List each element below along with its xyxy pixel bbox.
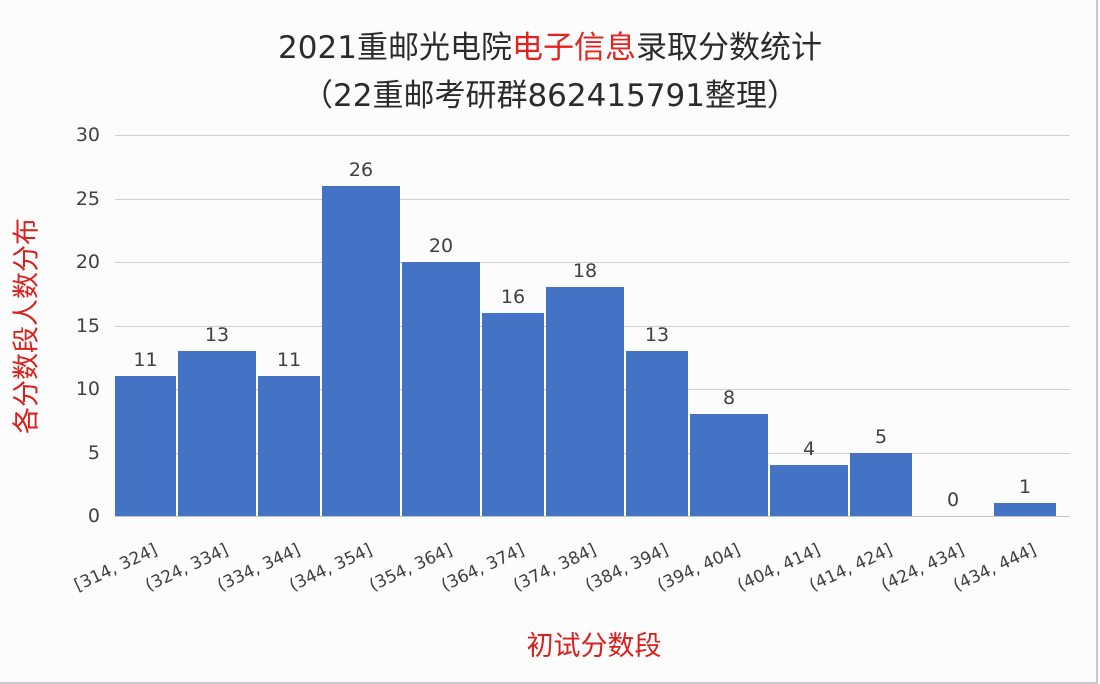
bar (402, 262, 480, 516)
bar-value-label: 26 (348, 158, 374, 181)
bar (258, 376, 320, 516)
y-tick-label: 10 (75, 378, 100, 400)
y-tick-label: 30 (75, 124, 100, 146)
bar-value-label: 20 (428, 235, 454, 257)
bar (178, 350, 256, 516)
chart-subtitle: （22重邮考研群862415791整理） (302, 78, 798, 114)
title-part-3: 录取分数统计 (635, 30, 822, 66)
bar (690, 414, 768, 516)
bar (770, 465, 848, 516)
title-highlight: 电子信息 (511, 30, 636, 66)
gridline (115, 199, 1070, 200)
chart-title: 2021重邮光电院电子信息录取分数统计 (0, 22, 1100, 67)
bar (850, 452, 912, 516)
bar (546, 287, 624, 516)
bar-value-label: 16 (500, 285, 526, 308)
title-part-1: 2021重邮光电院 (278, 30, 512, 66)
bar-value-label: 13 (644, 323, 670, 346)
x-axis-label: 初试分数段 (526, 631, 662, 662)
bar (115, 376, 176, 516)
bar-value-label: 11 (276, 349, 302, 372)
bar (994, 503, 1056, 516)
bar-value-label: 0 (946, 489, 960, 511)
bar-value-label: 8 (722, 387, 736, 410)
x-axis-line (115, 516, 1070, 517)
bar-value-label: 11 (133, 349, 158, 372)
bar-value-label: 4 (802, 438, 816, 461)
bar-value-label: 18 (572, 260, 598, 283)
y-tick-label: 20 (75, 251, 100, 273)
gridline (115, 135, 1070, 136)
y-tick-label: 5 (87, 441, 100, 464)
bar-value-label: 1 (1018, 476, 1032, 499)
bar-value-label: 13 (204, 323, 230, 346)
gridline (115, 262, 1070, 263)
bar (626, 350, 688, 516)
y-tick-label: 15 (75, 314, 100, 337)
bar (482, 312, 544, 516)
bar-value-label: 5 (874, 425, 888, 448)
y-tick-label: 0 (87, 505, 100, 527)
bar (322, 185, 400, 516)
y-tick-label: 25 (75, 187, 100, 210)
y-axis-label: 各分数段人数分布 (11, 218, 43, 434)
